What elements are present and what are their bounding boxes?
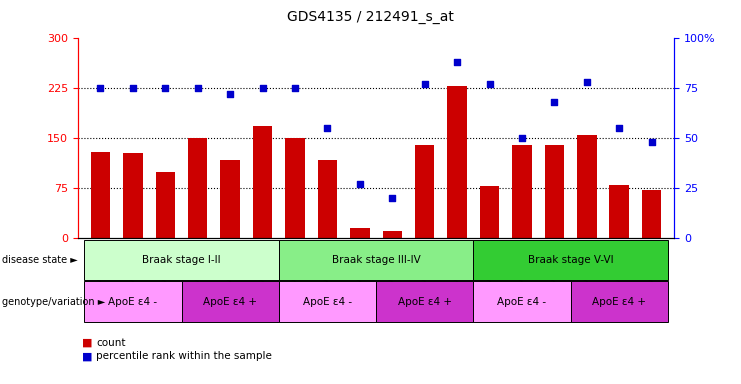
Bar [221, 159, 240, 238]
Text: count: count [96, 338, 126, 348]
Text: ■: ■ [82, 351, 92, 361]
Bar [577, 135, 597, 238]
Bar [253, 126, 273, 238]
Point [548, 99, 560, 105]
Text: ApoE ε4 -: ApoE ε4 - [303, 296, 352, 307]
Text: ■: ■ [82, 338, 92, 348]
Text: Braak stage V-VI: Braak stage V-VI [528, 255, 614, 265]
Bar [545, 145, 564, 238]
Text: Braak stage III-IV: Braak stage III-IV [332, 255, 420, 265]
Text: genotype/variation ►: genotype/variation ► [2, 296, 105, 307]
Bar [415, 145, 434, 238]
Point [386, 195, 398, 201]
Point [516, 135, 528, 141]
Point [225, 91, 236, 98]
Text: ApoE ε4 -: ApoE ε4 - [108, 296, 158, 307]
Bar [480, 186, 499, 238]
Bar [642, 190, 662, 238]
Bar [90, 152, 110, 238]
Point [159, 85, 171, 91]
Text: ApoE ε4 +: ApoE ε4 + [203, 296, 257, 307]
Point [451, 59, 463, 65]
Point [127, 85, 139, 91]
Point [354, 181, 366, 187]
Bar [448, 86, 467, 238]
Bar [610, 185, 629, 238]
Point [322, 125, 333, 131]
Bar [188, 138, 207, 238]
Text: ApoE ε4 +: ApoE ε4 + [592, 296, 646, 307]
Point [95, 85, 107, 91]
Text: ApoE ε4 -: ApoE ε4 - [497, 296, 547, 307]
Point [645, 139, 657, 145]
Bar [350, 228, 370, 238]
Point [581, 79, 593, 85]
Bar [123, 153, 142, 238]
Text: GDS4135 / 212491_s_at: GDS4135 / 212491_s_at [287, 10, 454, 23]
Text: disease state ►: disease state ► [2, 255, 78, 265]
Bar [285, 138, 305, 238]
Text: percentile rank within the sample: percentile rank within the sample [96, 351, 272, 361]
Point [192, 85, 204, 91]
Bar [382, 232, 402, 238]
Text: Braak stage I-II: Braak stage I-II [142, 255, 221, 265]
Point [256, 85, 268, 91]
Bar [512, 145, 532, 238]
Bar [318, 159, 337, 238]
Point [289, 85, 301, 91]
Point [614, 125, 625, 131]
Bar [156, 172, 175, 238]
Point [419, 81, 431, 88]
Text: ApoE ε4 +: ApoE ε4 + [398, 296, 452, 307]
Point [484, 81, 496, 88]
